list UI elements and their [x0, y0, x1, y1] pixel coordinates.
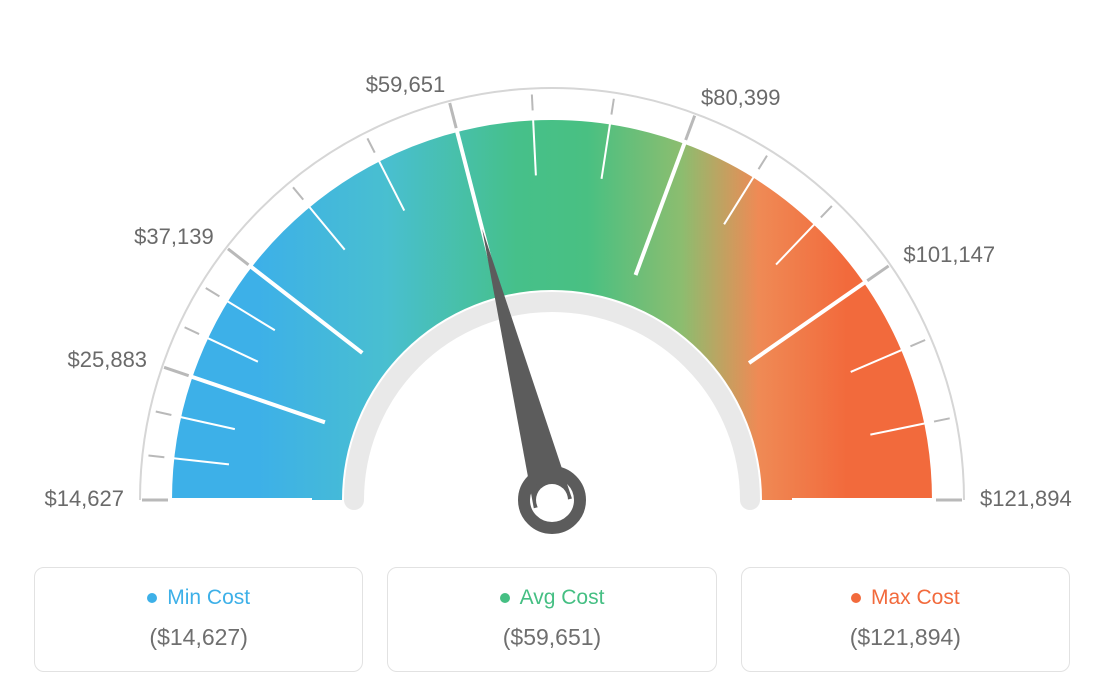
gauge-area: $14,627 $25,883 $37,139 $59,651 $80,399 $101,… — [0, 0, 1104, 560]
legend-value: ($14,627) — [45, 624, 352, 651]
legend-title-max: Max Cost — [851, 586, 960, 610]
legend-card-avg: Avg Cost ($59,651) — [387, 567, 716, 672]
gauge-tick-label: $80,399 — [701, 85, 781, 111]
legend-label: Avg Cost — [520, 586, 605, 610]
dot-icon — [500, 593, 510, 603]
legend-label: Min Cost — [167, 586, 250, 610]
legend-label: Max Cost — [871, 586, 960, 610]
gauge-tick-label: $37,139 — [119, 224, 214, 250]
gauge-tick-label: $101,147 — [903, 242, 995, 268]
gauge-tick-label: $59,651 — [350, 72, 445, 98]
gauge-chart-container: $14,627 $25,883 $37,139 $59,651 $80,399 $101,… — [0, 0, 1104, 690]
legend-value: ($121,894) — [752, 624, 1059, 651]
gauge-tick-label: $121,894 — [980, 486, 1072, 512]
legend-title-min: Min Cost — [147, 586, 250, 610]
legend-card-max: Max Cost ($121,894) — [741, 567, 1070, 672]
legend-value: ($59,651) — [398, 624, 705, 651]
legend-title-avg: Avg Cost — [500, 586, 605, 610]
dot-icon — [851, 593, 861, 603]
gauge-tick-label: $25,883 — [52, 347, 147, 373]
gauge-svg — [0, 0, 1104, 560]
legend-card-min: Min Cost ($14,627) — [34, 567, 363, 672]
gauge-tick-label: $14,627 — [29, 486, 124, 512]
dot-icon — [147, 593, 157, 603]
legend-row: Min Cost ($14,627) Avg Cost ($59,651) Ma… — [0, 567, 1104, 672]
